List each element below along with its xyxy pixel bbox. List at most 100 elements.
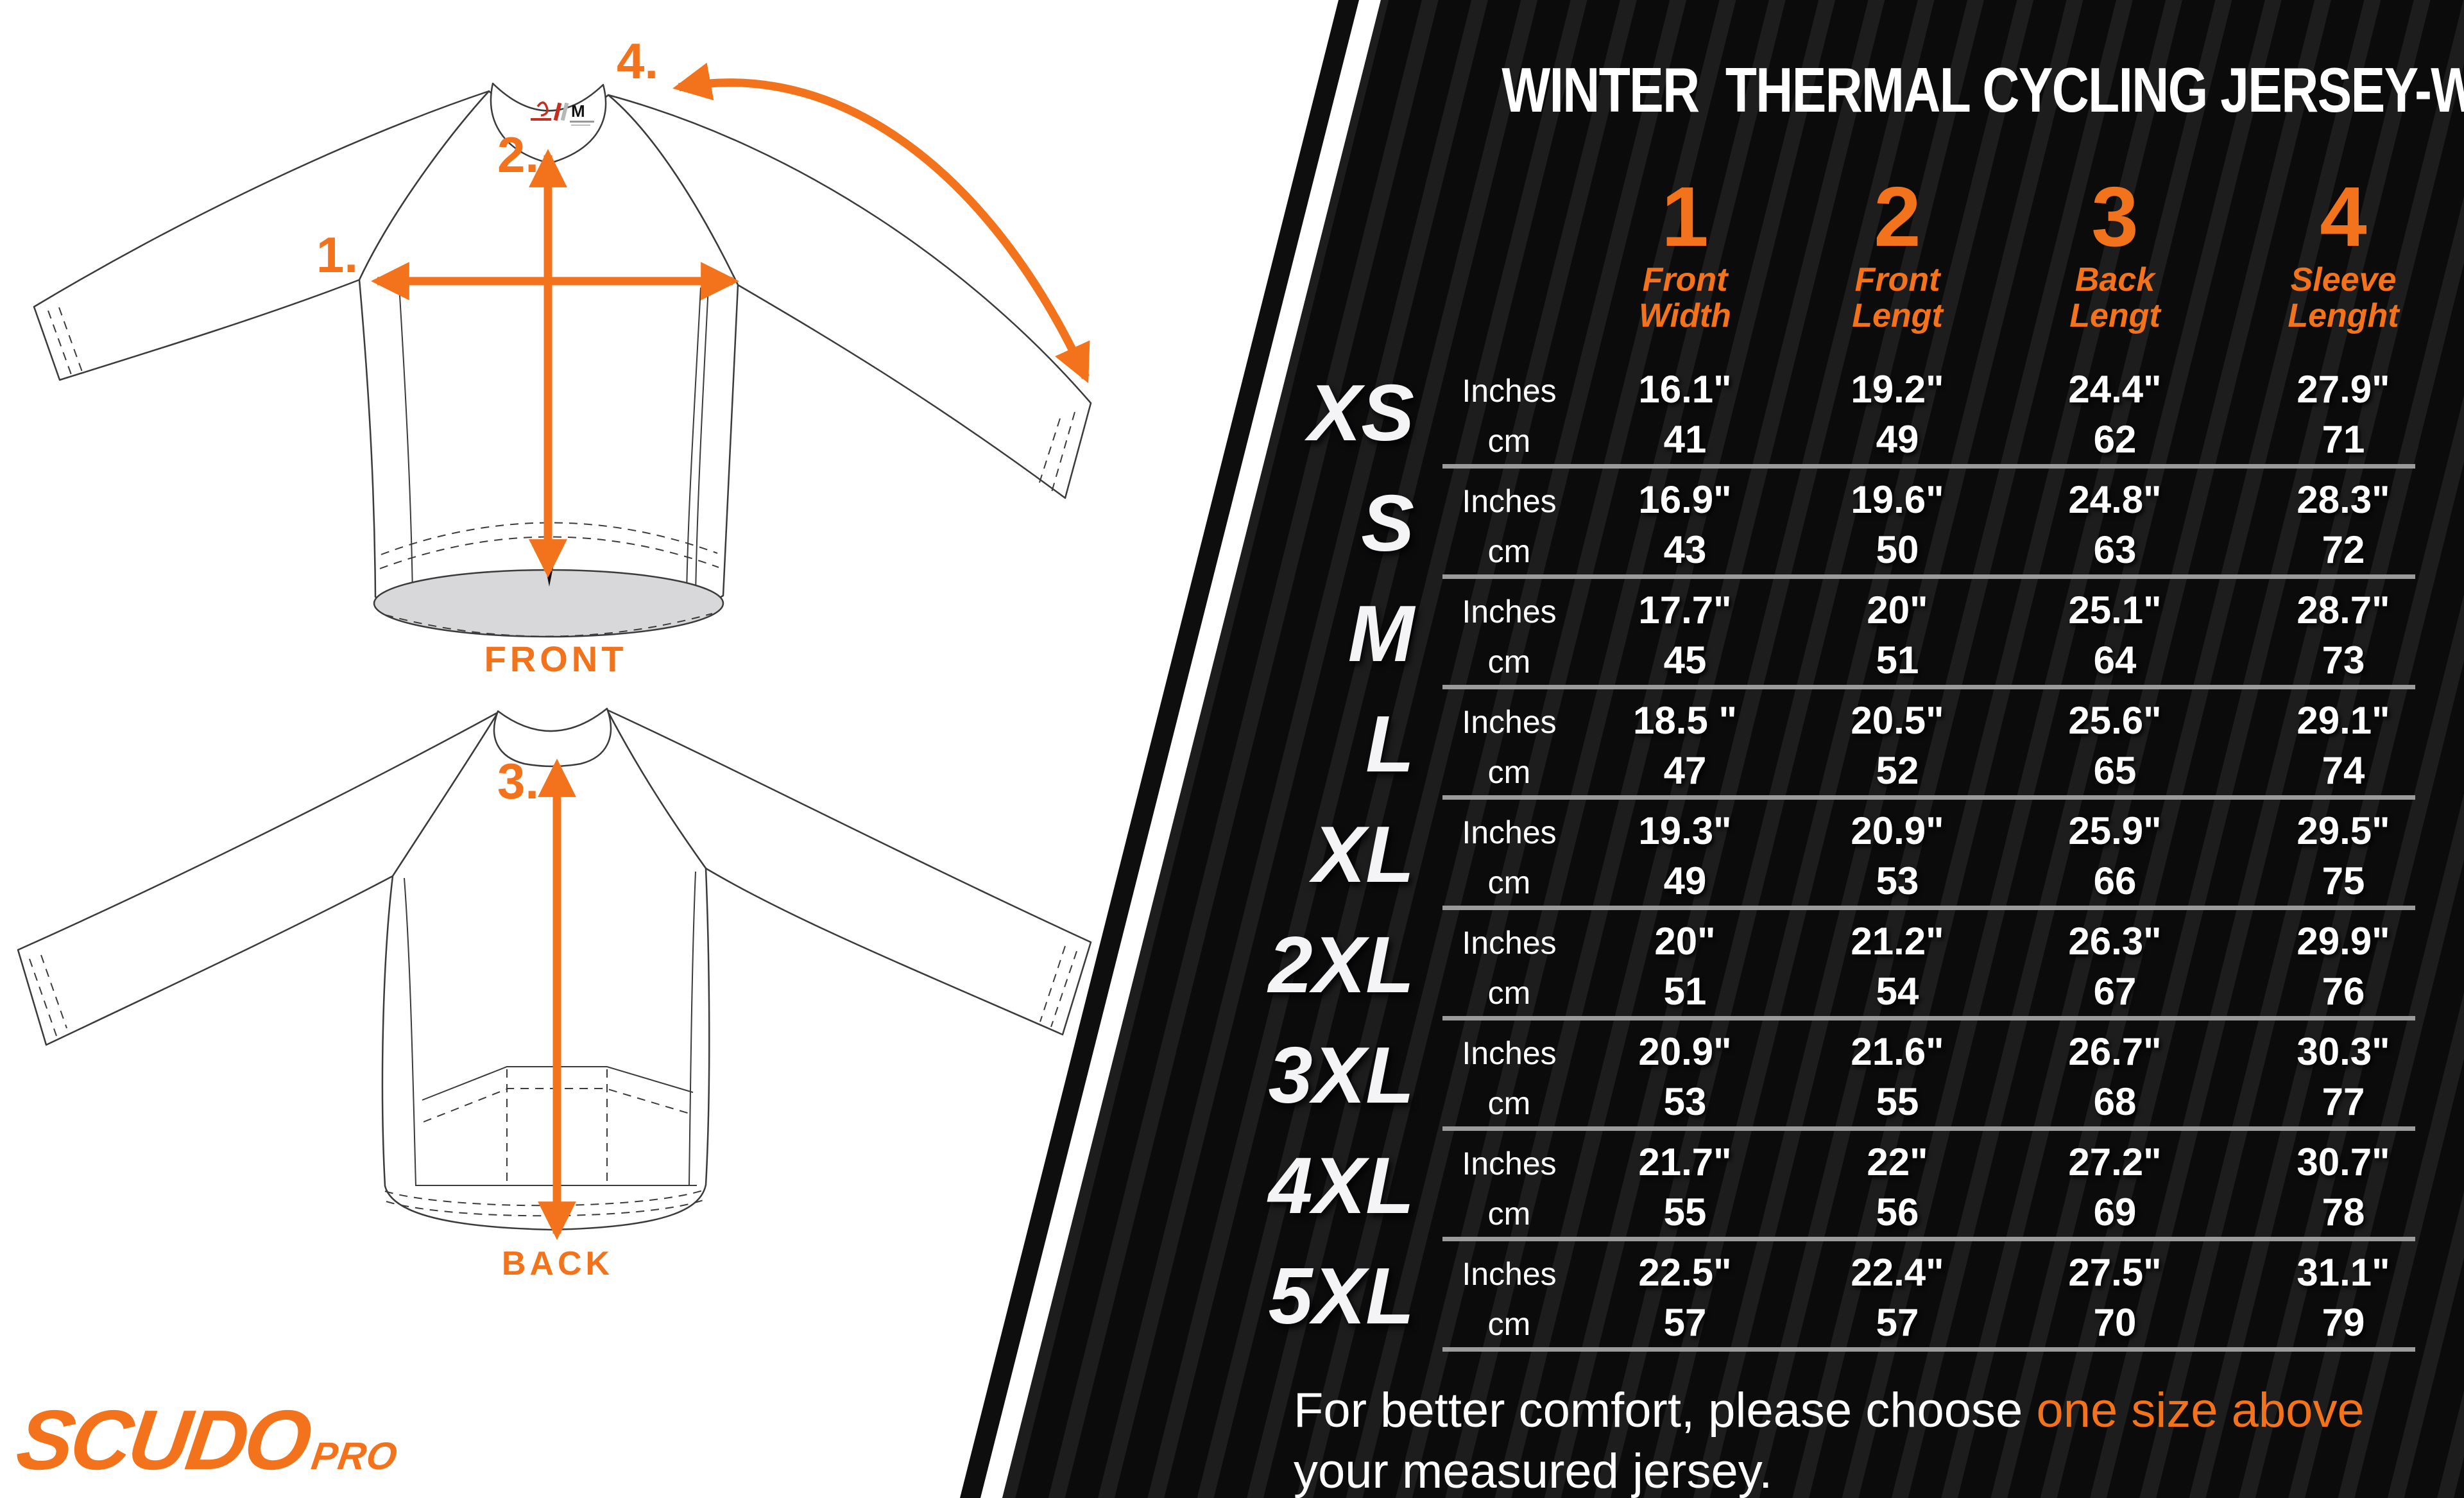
value-cm: 55 <box>1663 1191 1707 1234</box>
collar-tag: M <box>531 101 594 126</box>
unit-label-cm: cm <box>1487 533 1531 569</box>
unit-label-inches: Inches <box>1462 373 1557 409</box>
unit-label-inches: Inches <box>1462 814 1557 850</box>
column-number: 4 <box>2320 169 2367 264</box>
comfort-note-highlight: one size above <box>2036 1383 2365 1438</box>
value-inches: 20.9" <box>1851 809 1944 852</box>
value-cm: 75 <box>2322 859 2365 902</box>
value-inches: 19.6" <box>1851 478 1944 521</box>
value-cm: 68 <box>2093 1080 2137 1123</box>
value-cm: 53 <box>1663 1080 1707 1123</box>
table-row: XL Inches cm 19.3" 49 20.9" 53 25.9" 66 29.5" 75 <box>1002 800 2464 910</box>
comfort-note: For better comfort, please choose one si… <box>1294 1380 2449 1498</box>
value-cm: 51 <box>1876 639 1919 682</box>
column-label-line2: Lenght <box>2288 297 2399 334</box>
value-inches: 19.2" <box>1851 368 1944 411</box>
unit-label-inches: Inches <box>1462 483 1557 519</box>
value-inches: 27.2" <box>2068 1141 2162 1184</box>
value-cm: 52 <box>1876 749 1919 792</box>
value-inches: 27.5" <box>2068 1251 2162 1294</box>
table-row: 5XL Inches cm 22.5" 57 22.4" 57 27.5" 70 31.1" 79 <box>1002 1241 2464 1352</box>
value-cm: 77 <box>2322 1080 2365 1123</box>
value-inches: 29.5" <box>2297 809 2390 852</box>
value-cm: 71 <box>2322 418 2365 461</box>
table-row: 2XL Inches cm 20" 51 21.2" 54 26.3" 67 29.9" 76 <box>1002 910 2464 1020</box>
value-cm: 57 <box>1876 1301 1919 1344</box>
column-label-line1: Front <box>1854 261 1940 298</box>
value-inches: 26.7" <box>2068 1030 2162 1073</box>
value-cm: 62 <box>2093 418 2137 461</box>
column-header-front-width: 1 Front Width <box>1576 172 1794 334</box>
value-cm: 63 <box>2093 528 2137 571</box>
comfort-note-line2: your measured jersey. <box>1294 1444 1773 1498</box>
column-number: 2 <box>1874 169 1921 264</box>
value-cm: 41 <box>1663 418 1707 461</box>
value-inches: 20" <box>1654 920 1716 963</box>
value-inches: 22" <box>1867 1141 1928 1184</box>
jersey-diagrams: M 1. 2. 4. FRONT <box>17 33 1092 1282</box>
front-view-label: FRONT <box>484 639 628 679</box>
unit-label-cm: cm <box>1487 865 1531 900</box>
value-inches: 22.5" <box>1638 1251 1732 1294</box>
column-header-sleeve-length: 4 Sleeve Lenght <box>2234 172 2452 334</box>
value-cm: 45 <box>1663 639 1707 682</box>
value-inches: 17.7" <box>1638 589 1732 632</box>
value-cm: 49 <box>1876 418 1919 461</box>
value-cm: 78 <box>2322 1191 2365 1234</box>
column-label-line1: Sleeve <box>2290 261 2397 298</box>
value-cm: 69 <box>2093 1191 2137 1234</box>
value-inches: 25.6" <box>2068 699 2162 742</box>
value-cm: 47 <box>1663 749 1707 792</box>
unit-label-cm: cm <box>1487 975 1531 1011</box>
unit-label-cm: cm <box>1487 1306 1531 1342</box>
value-inches: 29.9" <box>2297 920 2390 963</box>
column-header-back-length: 3 Back Lengt <box>2006 172 2224 334</box>
value-inches: 21.6" <box>1851 1030 1944 1073</box>
unit-label-inches: Inches <box>1462 1256 1557 1292</box>
value-cm: 53 <box>1876 859 1919 902</box>
value-cm: 50 <box>1876 528 1919 571</box>
column-label-line2: Lengt <box>1852 297 1943 334</box>
value-cm: 66 <box>2093 859 2137 902</box>
marker-label-2: 2. <box>497 126 539 183</box>
table-row: L Inches cm 18.5 " 47 20.5" 52 25.6" 65 29.1" 74 <box>1002 689 2464 800</box>
value-inches: 16.1" <box>1638 368 1732 411</box>
value-inches: 28.3" <box>2297 478 2390 521</box>
marker-label-1: 1. <box>316 227 358 283</box>
row-separator <box>1442 1347 2415 1352</box>
value-cm: 70 <box>2093 1301 2137 1344</box>
value-inches: 24.8" <box>2068 478 2162 521</box>
value-cm: 76 <box>2322 970 2365 1013</box>
value-inches: 20" <box>1867 589 1928 632</box>
value-inches: 30.7" <box>2297 1141 2390 1184</box>
unit-label-cm: cm <box>1487 1085 1531 1121</box>
value-inches: 20.9" <box>1638 1030 1732 1073</box>
row-separator <box>1442 906 2415 910</box>
unit-label-inches: Inches <box>1462 704 1557 740</box>
value-inches: 19.3" <box>1638 809 1732 852</box>
column-label-line1: Back <box>2075 261 2155 298</box>
marker-label-3: 3. <box>497 753 539 809</box>
value-inches: 31.1" <box>2297 1251 2390 1294</box>
value-cm: 67 <box>2093 970 2137 1013</box>
table-row: XS Inches cm 16.1" 41 19.2" 49 24.4" 62 27.9" 71 <box>1002 358 2464 469</box>
size-label: XL <box>1312 811 1414 899</box>
value-inches: 29.1" <box>2297 699 2390 742</box>
column-number: 3 <box>2091 169 2139 264</box>
unit-label-cm: cm <box>1487 754 1531 790</box>
value-inches: 25.1" <box>2068 589 2162 632</box>
value-inches: 18.5 " <box>1633 699 1737 742</box>
value-inches: 30.3" <box>2297 1030 2390 1073</box>
marker-label-4: 4. <box>617 33 658 89</box>
value-cm: 51 <box>1663 970 1707 1013</box>
size-label: 5XL <box>1268 1252 1414 1341</box>
value-cm: 74 <box>2322 749 2365 792</box>
row-separator <box>1442 464 2415 469</box>
size-label: 4XL <box>1268 1142 1414 1230</box>
table-row: 3XL Inches cm 20.9" 53 21.6" 55 26.7" 68 30.3" 77 <box>1002 1020 2464 1131</box>
row-separator <box>1442 574 2415 579</box>
value-cm: 54 <box>1876 970 1919 1013</box>
value-cm: 57 <box>1663 1301 1707 1344</box>
value-cm: 49 <box>1663 859 1707 902</box>
brand-suffix: PRO <box>309 1434 400 1477</box>
